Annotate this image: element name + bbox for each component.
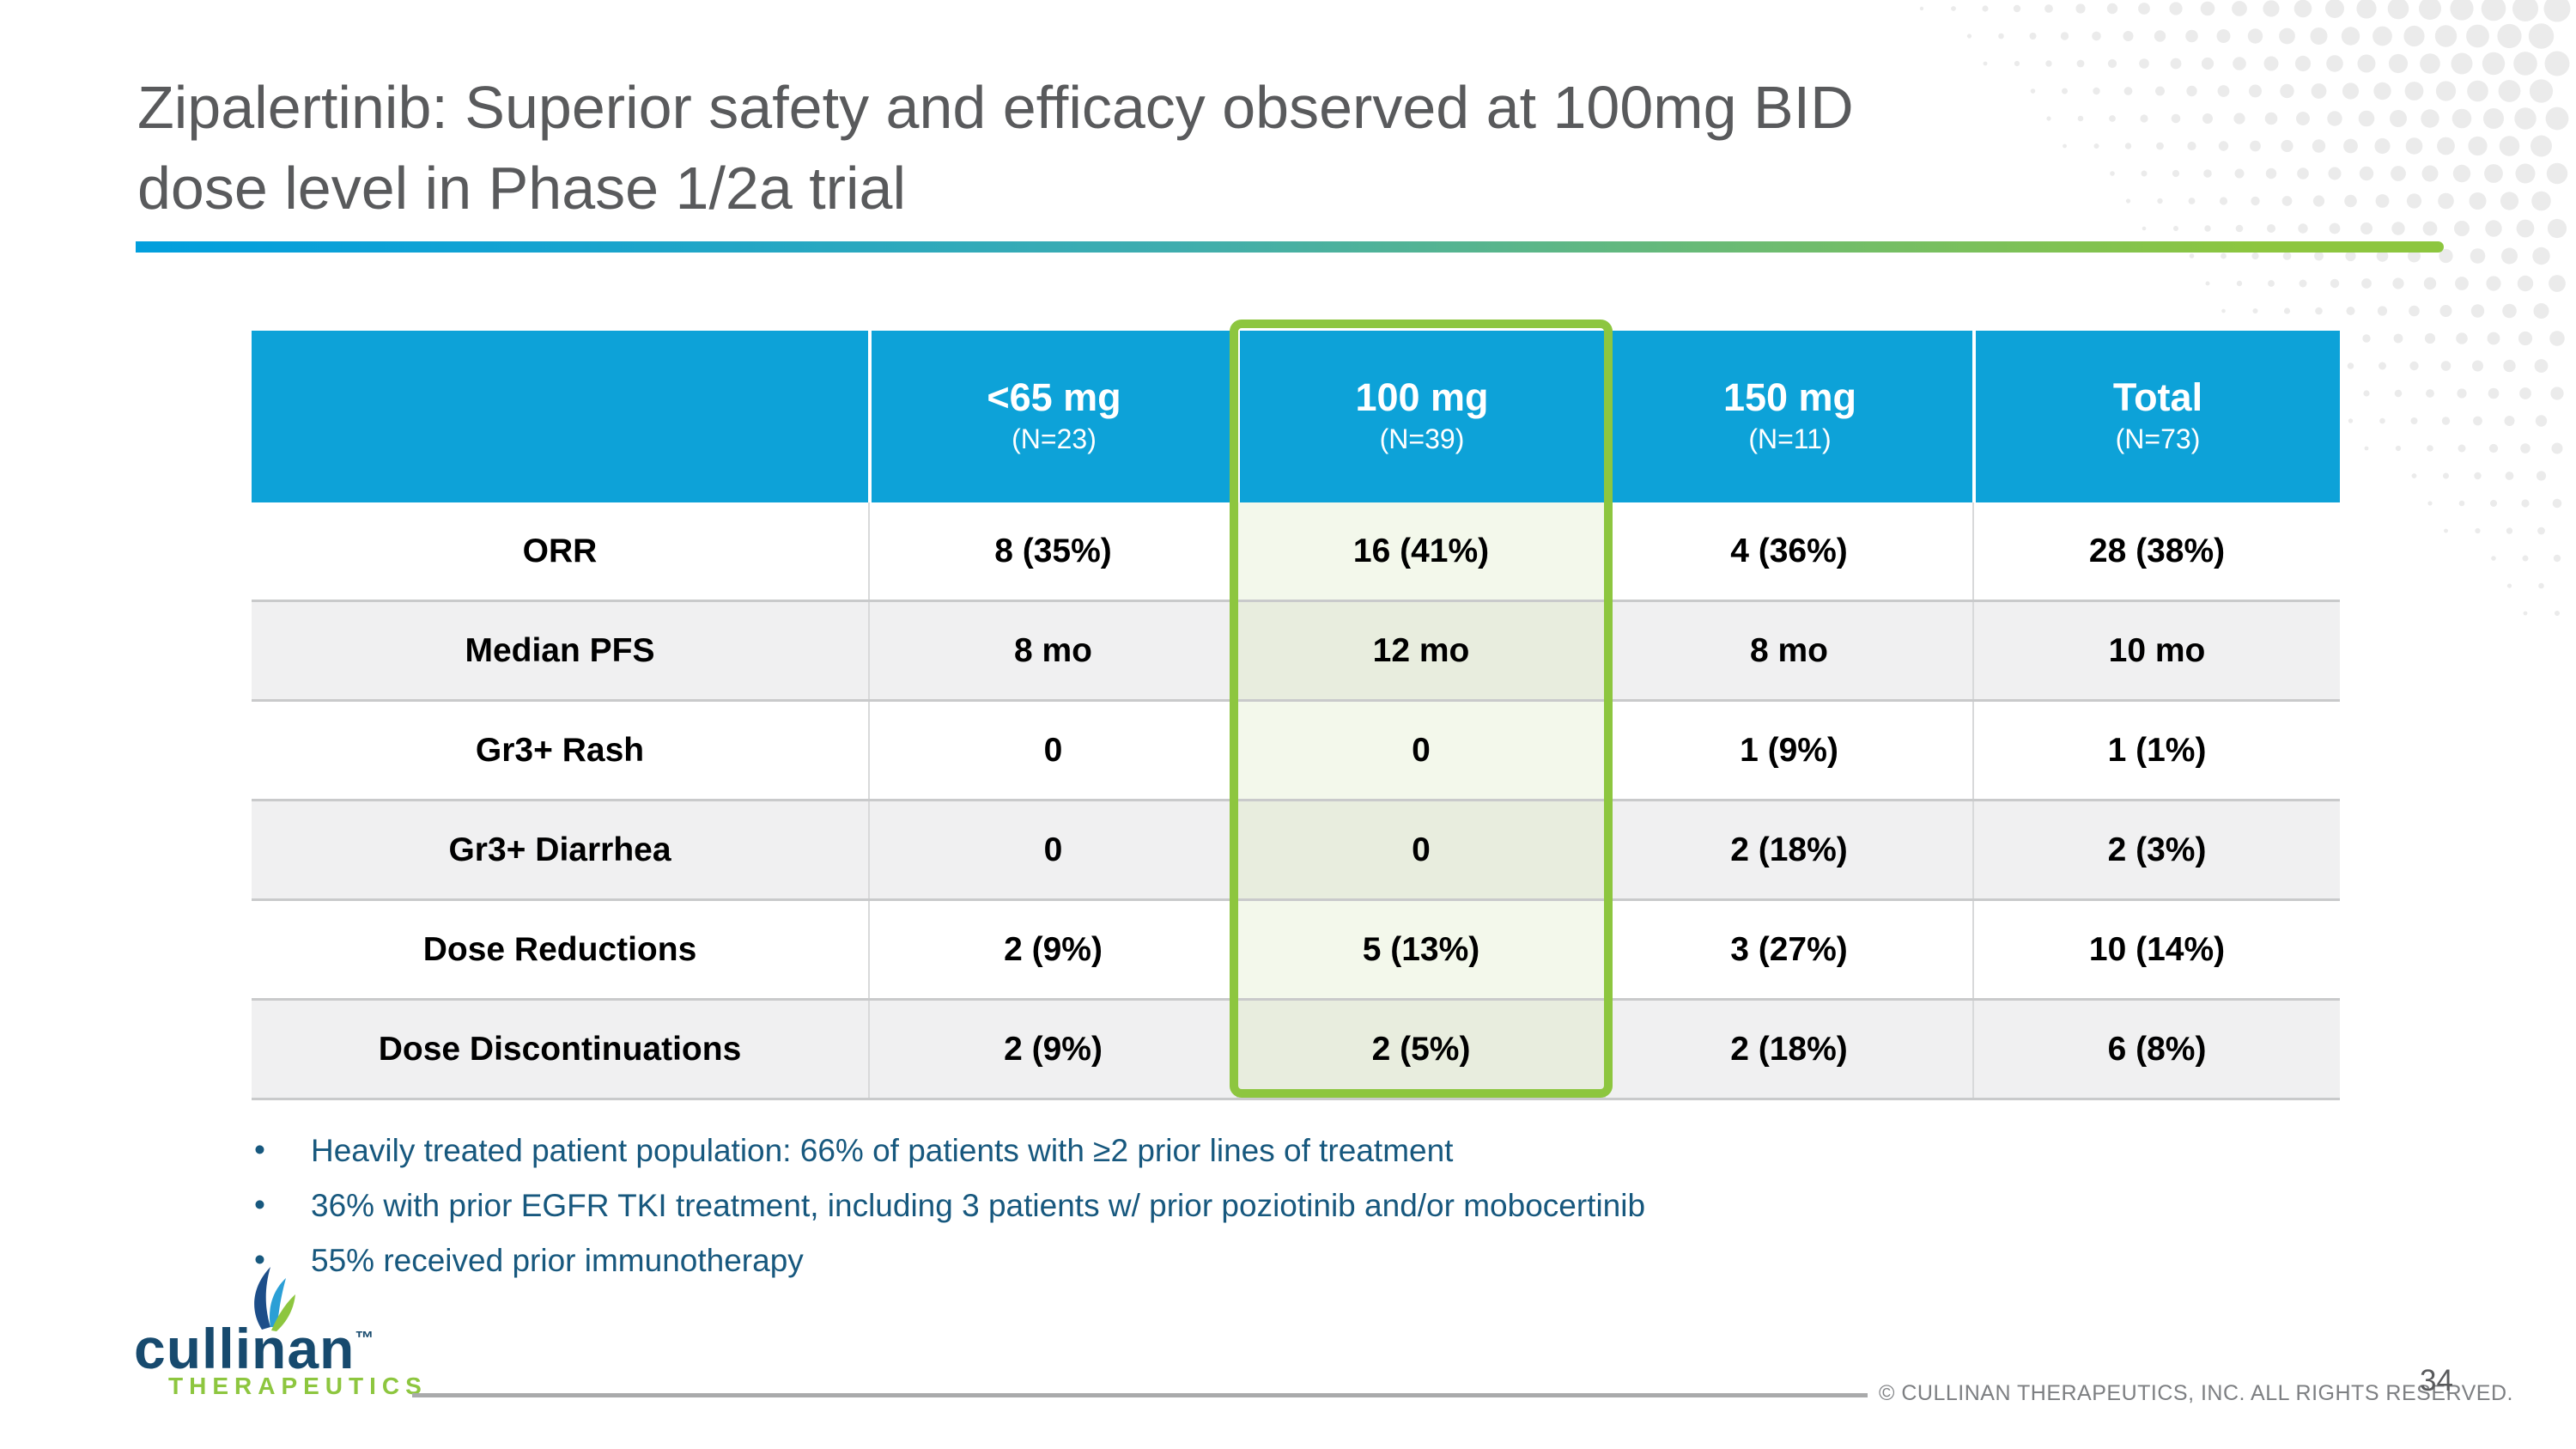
- table-row: Gr3+ Rash 0 0 1 (9%) 1 (1%): [252, 702, 2340, 799]
- table-cell: 0: [1236, 702, 1604, 799]
- row-label: Dose Discontinuations: [378, 1030, 742, 1068]
- cullinan-logo: cullinan™ THERAPEUTICS: [134, 1267, 443, 1434]
- table-cell: 10 (14%): [1972, 901, 2340, 998]
- column-header-cell: <65 mg (N=23): [868, 331, 1236, 502]
- logo-tm-mark: ™: [355, 1327, 374, 1349]
- row-label: ORR: [522, 532, 598, 569]
- table-cell: 12 mo: [1236, 602, 1604, 699]
- header-dose-label: <65 mg: [987, 375, 1121, 419]
- halftone-dots-pattern: [1919, 0, 2571, 616]
- header-n-label: (N=39): [1379, 423, 1465, 454]
- table-cell: 0: [1236, 801, 1604, 898]
- table-cell: 8 mo: [1604, 602, 1972, 699]
- table-cell: 2 (18%): [1604, 801, 1972, 898]
- table-cell: 2 (3%): [1972, 801, 2340, 898]
- table-row: Gr3+ Diarrhea 0 0 2 (18%) 2 (3%): [252, 799, 2340, 901]
- table-header-row: <65 mg (N=23) 100 mg (N=39) 150 mg (N=11) Tota…: [252, 331, 2340, 502]
- table-cell: 16 (41%): [1236, 502, 1604, 600]
- page-title: Zipalertinib: Superior safety and effica…: [137, 67, 2284, 228]
- bullet-text: Heavily treated patient population: 66% …: [311, 1133, 1454, 1168]
- bullet-dot-icon: •: [254, 1242, 265, 1277]
- bullet-item: • 36% with prior EGFR TKI treatment, incl…: [254, 1185, 1645, 1226]
- table-cell: 8 mo: [868, 602, 1236, 699]
- header-dose-label: 100 mg: [1355, 375, 1489, 419]
- table-cell: 5 (13%): [1236, 901, 1604, 998]
- dose-table: <65 mg (N=23) 100 mg (N=39) 150 mg (N=11) Tota…: [252, 331, 2340, 1100]
- column-header-cell: 100 mg (N=39): [1236, 331, 1604, 502]
- table-cell: 4 (36%): [1604, 502, 1972, 600]
- row-label: Gr3+ Rash: [475, 731, 645, 769]
- bullet-text: 36% with prior EGFR TKI treatment, inclu…: [311, 1188, 1646, 1223]
- table-cell: 8 (35%): [868, 502, 1236, 600]
- table-cell: 3 (27%): [1604, 901, 1972, 998]
- table-cell: 2 (18%): [1604, 1001, 1972, 1098]
- header-dose-label: 150 mg: [1722, 375, 1857, 419]
- header-n-label: (N=11): [1748, 423, 1832, 454]
- table-cell: 2 (9%): [868, 1001, 1236, 1098]
- table-row: ORR 8 (35%) 16 (41%) 4 (36%) 28 (38%): [252, 502, 2340, 600]
- row-label: Gr3+ Diarrhea: [448, 831, 671, 868]
- table-cell: 1 (1%): [1972, 702, 2340, 799]
- leaf-icon: [254, 1267, 295, 1331]
- table-row: Median PFS 8 mo 12 mo 8 mo 10 mo: [252, 600, 2340, 702]
- table-cell: 0: [868, 801, 1236, 898]
- bullet-dot-icon: •: [254, 1187, 265, 1222]
- table-cell: 2 (9%): [868, 901, 1236, 998]
- bullet-item: • Heavily treated patient population: 66%…: [254, 1130, 1645, 1171]
- table-cell: 10 mo: [1972, 602, 2340, 699]
- table-cell: 2 (5%): [1236, 1001, 1604, 1098]
- page-number: 34: [2420, 1364, 2453, 1397]
- footer-divider-line: [412, 1393, 1868, 1397]
- column-header-cell: 150 mg (N=11): [1604, 331, 1972, 502]
- bullet-list: • Heavily treated patient population: 66%…: [254, 1130, 1645, 1295]
- column-header-cell: Total (N=73): [1972, 331, 2340, 502]
- table-cell: 1 (9%): [1604, 702, 1972, 799]
- logo-subtitle: THERAPEUTICS: [168, 1373, 428, 1399]
- row-label: Median PFS: [465, 631, 655, 669]
- copyright-text: © CULLINAN THERAPEUTICS, INC. ALL RIGHTS…: [1879, 1381, 2513, 1405]
- logo-wordmark-text: cullinan: [134, 1317, 355, 1380]
- header-n-label: (N=73): [2115, 423, 2201, 454]
- bullet-text: 55% received prior immunotherapy: [311, 1243, 804, 1278]
- logo-wordmark: cullinan™: [134, 1316, 374, 1381]
- table-row: Dose Reductions 2 (9%) 5 (13%) 3 (27%) 10 (1…: [252, 901, 2340, 998]
- bullet-item: • 55% received prior immunotherapy: [254, 1240, 1645, 1281]
- title-underline-gradient: [136, 241, 2444, 253]
- header-blank-cell: [252, 331, 868, 502]
- page-title-line-1: Zipalertinib: Superior safety and effica…: [137, 74, 1854, 141]
- page-title-line-2: dose level in Phase 1/2a trial: [137, 155, 906, 222]
- table-cell: 6 (8%): [1972, 1001, 2340, 1098]
- bullet-dot-icon: •: [254, 1132, 265, 1167]
- header-n-label: (N=23): [1012, 423, 1097, 454]
- row-label: Dose Reductions: [422, 930, 697, 968]
- header-dose-label: Total: [2112, 375, 2203, 419]
- table-cell: 0: [868, 702, 1236, 799]
- table-row: Dose Discontinuations 2 (9%) 2 (5%) 2 (18%)…: [252, 998, 2340, 1100]
- table-cell: 28 (38%): [1972, 502, 2340, 600]
